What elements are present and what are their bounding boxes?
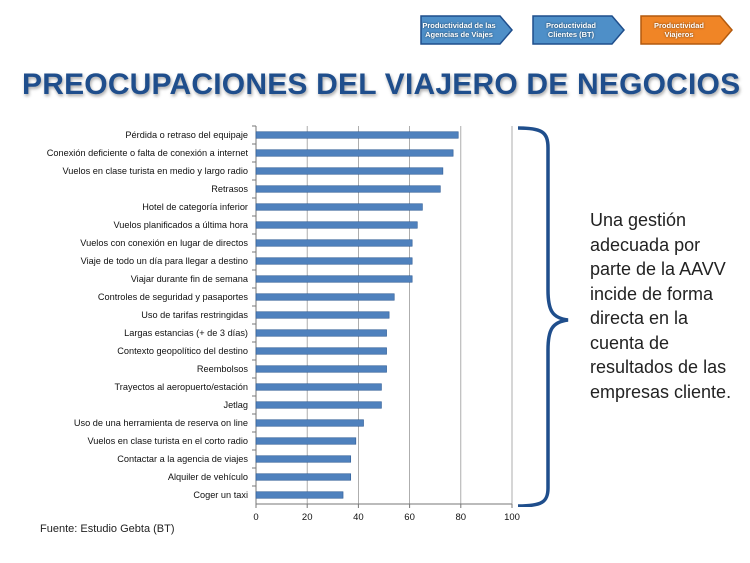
category-label: Viajar durante fin de semana — [131, 274, 249, 284]
bar — [255, 329, 387, 337]
category-label: Vuelos planificados a última hora — [114, 220, 249, 230]
bar — [255, 203, 423, 211]
category-label: Vuelos en clase turista en medio y largo… — [62, 166, 248, 176]
bar — [255, 383, 382, 391]
category-label: Hotel de categoría inferior — [142, 202, 248, 212]
nav-arrow-body — [640, 15, 733, 45]
category-label: Pérdida o retraso del equipaje — [125, 130, 248, 140]
category-label: Jetlag — [223, 400, 248, 410]
bar — [255, 311, 390, 319]
category-label: Contactar a la agencia de viajes — [117, 454, 248, 464]
category-label: Uso de tarifas restringidas — [141, 310, 248, 320]
category-label: Vuelos en clase turista en el corto radi… — [87, 436, 248, 446]
x-tick-label: 80 — [456, 512, 467, 523]
nav-arrow-body — [532, 15, 625, 45]
bar — [255, 437, 357, 445]
bar — [255, 131, 459, 139]
bar — [255, 293, 395, 301]
bar — [255, 401, 382, 409]
x-tick-label: 60 — [404, 512, 415, 523]
category-label: Largas estancias (+ de 3 días) — [124, 328, 248, 338]
bar — [255, 257, 413, 265]
bar — [255, 419, 364, 427]
bar — [255, 491, 344, 499]
category-label: Trayectos al aeropuerto/estación — [115, 382, 248, 392]
category-label: Viaje de todo un día para llegar a desti… — [81, 256, 248, 266]
x-tick-label: 20 — [302, 512, 313, 523]
category-label: Alquiler de vehículo — [168, 472, 248, 482]
bar — [255, 149, 454, 157]
nav-arrow-body — [420, 15, 513, 45]
bar — [255, 221, 418, 229]
nav-arrow-shape — [640, 15, 733, 45]
bar — [255, 185, 441, 193]
nav-button-clientes[interactable]: Productividad Clientes (BT) — [532, 14, 626, 46]
nav-button-agencias[interactable]: Productividad de las Agencias de Viajes — [420, 14, 514, 46]
bar — [255, 473, 352, 481]
category-label: Controles de seguridad y pasaportes — [98, 292, 249, 302]
nav-button-viajeros[interactable]: Productividad Viajeros — [640, 14, 734, 46]
bar — [255, 239, 413, 247]
x-tick-label: 100 — [504, 512, 520, 523]
nav-label-agencias: Productividad de las Agencias de Viajes — [422, 21, 496, 39]
category-label: Vuelos con conexión en lugar de directos — [80, 238, 248, 248]
curly-brace — [517, 126, 569, 507]
source-note: Fuente: Estudio Gebta (BT) — [40, 523, 175, 535]
bar — [255, 167, 444, 175]
category-label: Coger un taxi — [193, 490, 248, 500]
x-tick-label: 40 — [353, 512, 364, 523]
page-title: PREOCUPACIONES DEL VIAJERO DE NEGOCIOS — [22, 68, 741, 101]
bar — [255, 455, 352, 463]
bar-chart: Pérdida o retraso del equipaje Conexión d… — [47, 125, 520, 523]
nav-label-clientes: Productividad Clientes (BT) — [545, 21, 596, 39]
category-label: Uso de una herramienta de reserva on lin… — [74, 418, 248, 428]
bar — [255, 365, 387, 373]
bar — [255, 275, 413, 283]
category-label: Conexión deficiente o falta de conexión … — [47, 148, 249, 158]
nav-arrow-shape — [532, 15, 625, 45]
x-tick-label: 0 — [253, 512, 258, 523]
category-label: Reembolsos — [197, 364, 248, 374]
side-note: Una gestión adecuada por parte de la AAV… — [590, 210, 732, 402]
nav-arrow-shape — [420, 15, 513, 45]
category-label: Contexto geopolítico del destino — [117, 346, 248, 356]
bar — [255, 347, 387, 355]
nav-label-viajeros: Productividad Viajeros — [653, 21, 704, 39]
brace-path — [517, 126, 569, 507]
category-label: Retrasos — [211, 184, 248, 194]
